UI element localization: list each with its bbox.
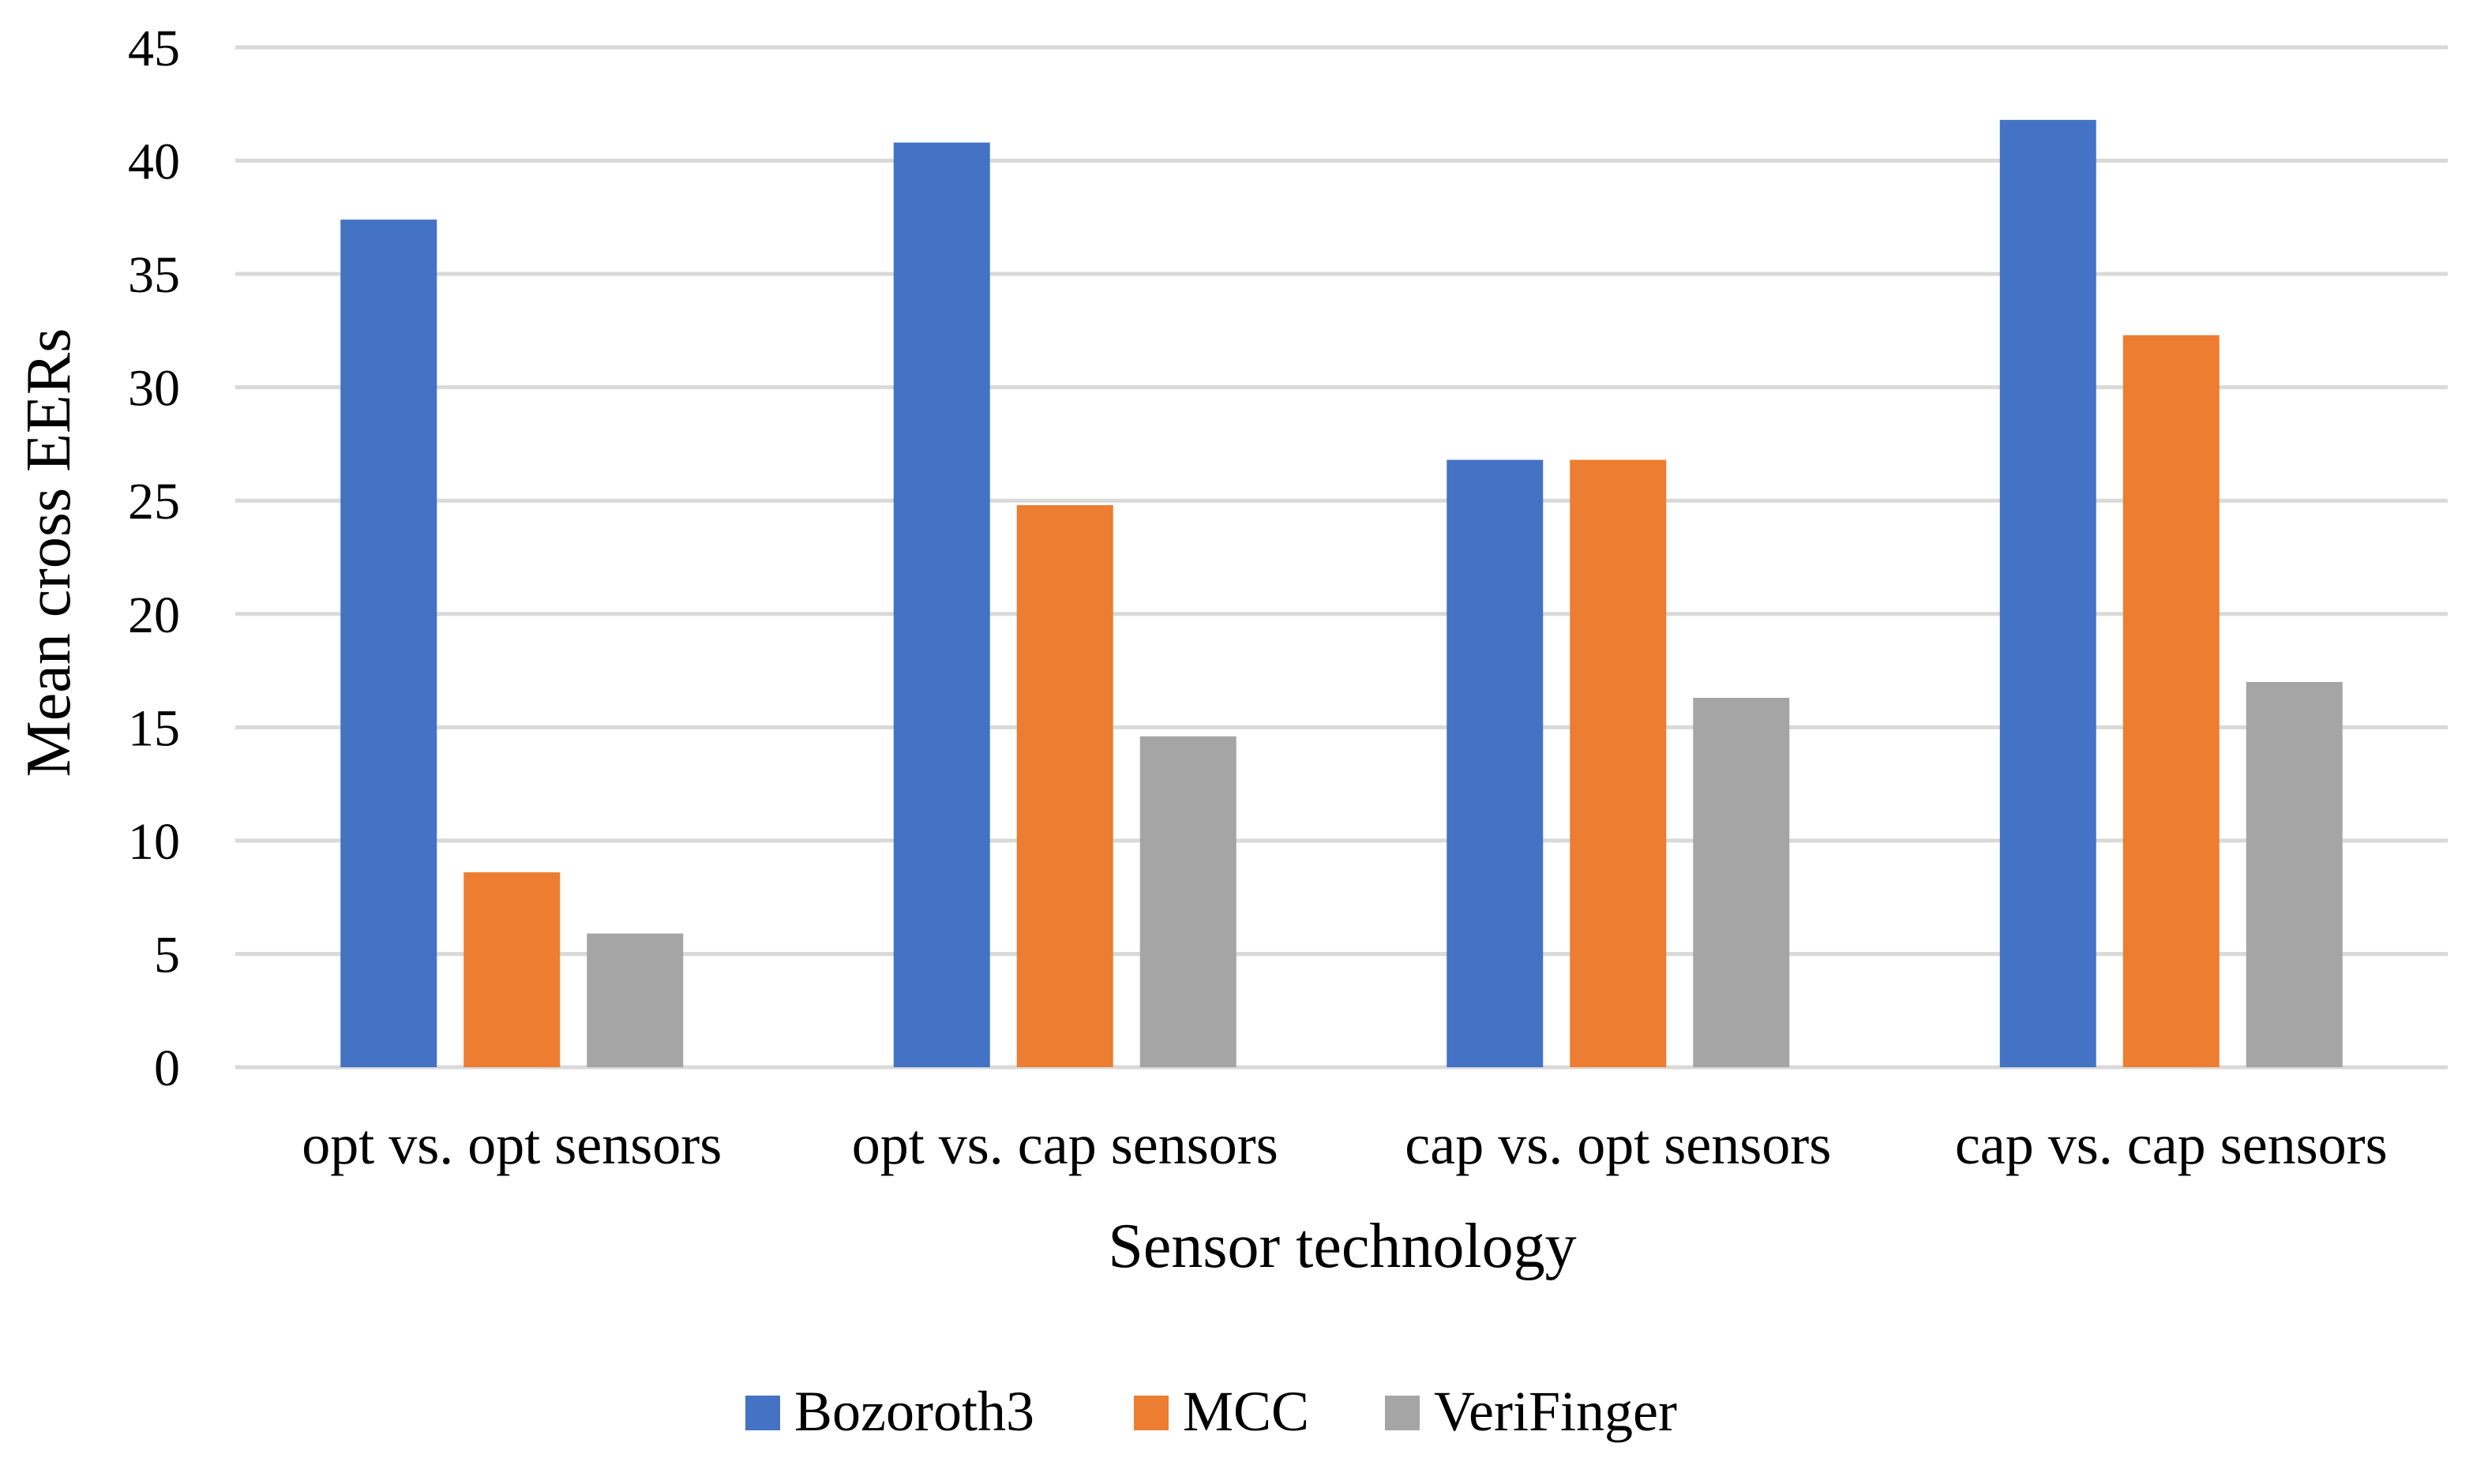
x-category-label: cap vs. opt sensors xyxy=(1405,1113,1831,1176)
legend-label-verifinger: VeriFinger xyxy=(1434,1380,1677,1443)
bar-verifinger-4 xyxy=(2246,681,2343,1067)
legend-label-mcc: MCC xyxy=(1183,1380,1309,1443)
legend-swatch-verifinger xyxy=(1385,1396,1420,1430)
legend: Bozoroth3 MCC VeriFinger xyxy=(745,1380,1677,1443)
bar-mcc-2 xyxy=(1016,504,1113,1067)
bar-verifinger-1 xyxy=(587,933,684,1067)
bars xyxy=(340,119,2343,1068)
y-tick-label: 20 xyxy=(128,586,180,644)
bar-verifinger-2 xyxy=(1139,736,1236,1067)
x-category-label: opt vs. cap sensors xyxy=(852,1113,1278,1176)
bar-mcc-4 xyxy=(2122,335,2220,1067)
y-tick-label: 0 xyxy=(154,1040,180,1097)
legend-swatch-mcc xyxy=(1134,1396,1169,1430)
y-tick-label: 45 xyxy=(128,20,180,77)
x-category-label: opt vs. opt sensors xyxy=(302,1113,722,1176)
y-tick-label: 30 xyxy=(128,360,180,418)
x-axis-category-labels: opt vs. opt sensors opt vs. cap sensors ca… xyxy=(302,1113,2387,1176)
y-axis-title: Mean cross EERs xyxy=(14,328,84,778)
gridlines xyxy=(235,45,2448,1070)
bar-bozoroth3-4 xyxy=(1999,119,2096,1068)
y-tick-label: 25 xyxy=(128,473,180,530)
y-tick-label: 15 xyxy=(128,699,180,757)
bar-bozoroth3-1 xyxy=(340,219,437,1067)
y-tick-label: 40 xyxy=(128,133,180,191)
legend-swatch-bozoroth3 xyxy=(745,1396,780,1430)
bar-bozoroth3-2 xyxy=(893,142,990,1067)
bar-bozoroth3-3 xyxy=(1447,459,1544,1067)
legend-label-bozoroth3: Bozoroth3 xyxy=(794,1380,1034,1443)
bar-mcc-3 xyxy=(1570,459,1667,1067)
y-tick-label: 5 xyxy=(154,926,180,984)
y-axis-tick-labels: 0 5 10 15 20 25 30 35 40 45 xyxy=(128,20,180,1097)
y-tick-label: 10 xyxy=(128,813,180,871)
bar-verifinger-3 xyxy=(1693,698,1790,1067)
bar-mcc-1 xyxy=(463,872,561,1067)
y-tick-label: 35 xyxy=(128,246,180,304)
x-axis-title: Sensor technology xyxy=(1108,1212,1576,1281)
x-category-label: cap vs. cap sensors xyxy=(1955,1113,2388,1176)
